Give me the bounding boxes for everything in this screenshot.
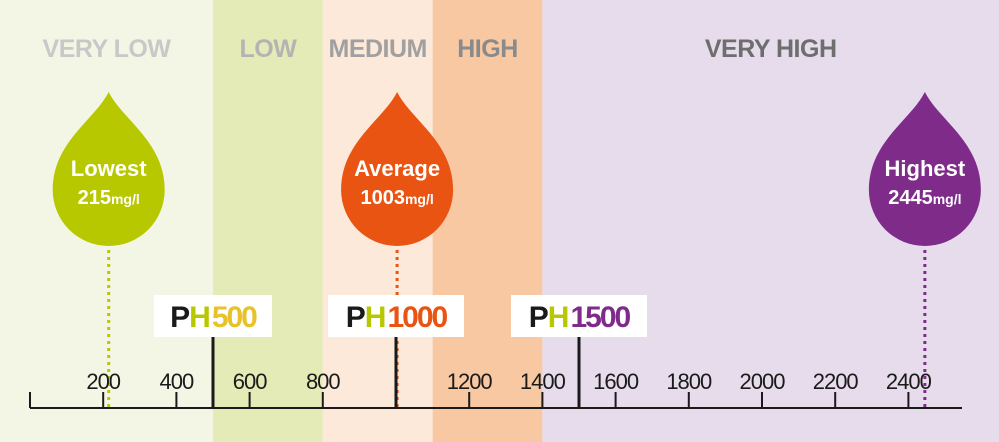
axis-tick-label: 800: [306, 369, 340, 394]
marker-average: Average 1003mg/l: [341, 92, 454, 408]
marker-unit: mg/l: [933, 191, 962, 207]
band-high: [432, 0, 543, 442]
axis-tick-label: 1400: [520, 369, 566, 394]
marker-value: 2445: [888, 187, 933, 209]
reference-label: PH1000: [346, 301, 448, 334]
axis-tick-label: 200: [86, 369, 120, 394]
reference-label: PH1500: [529, 301, 631, 334]
axis-tick-label: 600: [233, 369, 267, 394]
reference-number: 1500: [570, 301, 630, 334]
markers-layer: Lowest215mg/lAverage1003mg/lHighest2445m…: [52, 92, 981, 408]
marker-unit: mg/l: [405, 191, 434, 207]
axis-tick-label: 2400: [886, 369, 932, 394]
marker-value: 215: [78, 187, 111, 209]
reference-prefix-h: H: [189, 301, 210, 334]
reference-label-box: [328, 295, 464, 337]
reference-prefix-h: H: [548, 301, 569, 334]
reference-prefix-p: P: [346, 301, 365, 334]
band-low: [213, 0, 323, 442]
reference-number: 500: [212, 301, 257, 334]
band-label-medium: MEDIUM: [329, 35, 427, 63]
axis-tick-label: 1600: [593, 369, 639, 394]
band-label-very-high: VERY HIGH: [705, 35, 837, 63]
marker-unit: mg/l: [111, 191, 140, 207]
reference-number: 1000: [387, 301, 447, 334]
marker-title: Average: [354, 156, 440, 181]
reference-prefix-p: P: [170, 301, 189, 334]
axis-tick-label: 400: [160, 369, 194, 394]
marker-value: 1003: [360, 187, 405, 209]
droplet-shape: [52, 92, 165, 247]
reference-prefix-p: P: [529, 301, 548, 334]
axis-tick-label: 1800: [666, 369, 712, 394]
axis-tick-label: 2200: [813, 369, 859, 394]
reference-ph1500: PH1500: [511, 295, 647, 408]
reference-label-box: [511, 295, 647, 337]
reference-prefix-h: H: [365, 301, 386, 334]
axis-tick-label: 1200: [447, 369, 493, 394]
marker-value-line: 2445mg/l: [888, 187, 961, 209]
droplet-shape: [868, 92, 981, 247]
marker-value-line: 215mg/l: [78, 187, 140, 209]
reference-ph500: PH500: [154, 295, 272, 408]
axis-tick-label: 2000: [740, 369, 786, 394]
references-layer: PH500 PH1000 PH1500: [154, 295, 647, 408]
reference-label-box: [154, 295, 272, 337]
reference-ph1000: PH1000: [328, 295, 464, 408]
marker-lowest: Lowest 215mg/l: [52, 92, 165, 408]
marker-title: Highest: [885, 156, 966, 181]
band-label-low: LOW: [239, 35, 297, 63]
marker-value-line: 1003mg/l: [360, 187, 433, 209]
marker-highest: Highest 2445mg/l: [868, 92, 981, 408]
axis-layer: 200 400 600 800 1200 1400 1600 1800 2000 2200 2400: [29, 369, 962, 409]
marker-title: Lowest: [71, 156, 147, 181]
reference-label: PH500: [170, 301, 257, 334]
droplet-shape: [341, 92, 454, 247]
band-label-high: HIGH: [457, 35, 518, 63]
band-label-very-low: VERY LOW: [43, 35, 172, 63]
